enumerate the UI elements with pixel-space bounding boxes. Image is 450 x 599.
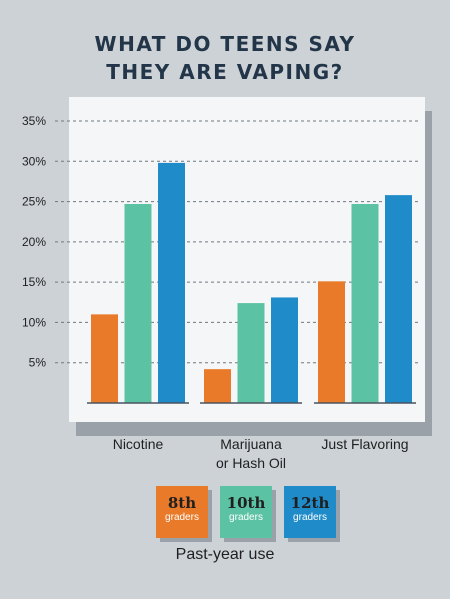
bar-chart: 5% 10% 15% 20% 25% 30% 35% Nicotine Marijuana or … [22, 97, 432, 471]
x-category-label: Nicotine [113, 436, 164, 452]
legend-12th-label: 12th [290, 494, 330, 512]
bar-2-2 [237, 303, 265, 403]
legend-8th-sub: graders [165, 512, 199, 523]
bar-3-2 [271, 297, 298, 403]
bar-2-3 [351, 203, 379, 403]
chart-title: WHAT DO TEENS SAY THEY ARE VAPING? [0, 30, 450, 86]
legend-10th-graders: 10th graders [220, 486, 272, 538]
bar-2-1 [124, 203, 152, 403]
title-line-1: WHAT DO TEENS SAY [94, 32, 356, 56]
legend-12th-graders: 12th graders [284, 486, 336, 538]
legend: 8th graders 10th graders 12th graders [0, 486, 450, 538]
y-tick-label: 25% [22, 195, 46, 209]
bar-3-1 [158, 162, 185, 403]
bar-1-1 [91, 314, 118, 403]
legend-10th-label: 10th [226, 494, 266, 512]
y-tick-label: 10% [22, 315, 46, 329]
bar-1-2 [204, 369, 231, 403]
y-tick-label: 15% [22, 275, 46, 289]
legend-10th-sub: graders [229, 512, 263, 523]
legend-8th-graders: 8th graders [156, 486, 208, 538]
x-axis-caption: Past-year use [175, 546, 275, 563]
title-line-2: THEY ARE VAPING? [106, 60, 344, 84]
y-tick-label: 35% [22, 114, 46, 128]
bar-3-3 [385, 195, 412, 403]
x-category-label: Marijuana [220, 436, 282, 452]
x-category-label: Just Flavoring [321, 436, 408, 452]
legend-12th-sub: graders [293, 512, 327, 523]
x-category-label: or Hash Oil [216, 455, 286, 471]
y-tick-label: 5% [29, 356, 47, 370]
bar-1-3 [318, 281, 345, 403]
legend-8th-label: 8th [167, 494, 197, 512]
y-tick-label: 30% [22, 154, 46, 168]
y-tick-label: 20% [22, 235, 46, 249]
